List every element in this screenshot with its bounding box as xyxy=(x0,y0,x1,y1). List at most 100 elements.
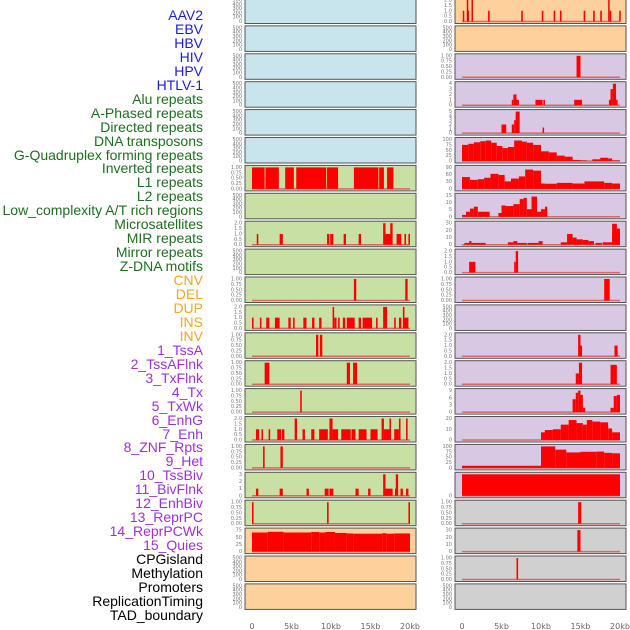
coverage-bar xyxy=(538,241,543,245)
y-tick-label: 300 xyxy=(442,313,452,319)
y-tick-label: 0.00 xyxy=(231,186,242,192)
y-tick-label: 75 xyxy=(236,528,242,534)
panel-background xyxy=(244,499,417,527)
coverage-bar xyxy=(404,317,409,329)
coverage-bar xyxy=(491,142,497,161)
y-tick-label: 0 xyxy=(449,214,452,220)
y-tick-label: 0.25 xyxy=(231,404,242,410)
coverage-bar xyxy=(405,279,408,301)
panel-background xyxy=(454,499,627,527)
coverage-bar xyxy=(505,206,514,217)
coverage-bar xyxy=(467,10,470,22)
coverage-bar xyxy=(396,233,402,245)
y-tick-label: 0.00 xyxy=(441,298,452,304)
coverage-bar xyxy=(324,488,329,496)
coverage-bar xyxy=(283,532,312,552)
coverage-bar xyxy=(330,233,334,245)
track-label: DNA transposons xyxy=(94,132,203,149)
y-tick-label: 100 xyxy=(232,154,242,160)
y-tick-label: 30 xyxy=(446,179,452,185)
coverage-bar xyxy=(610,89,613,106)
coverage-bar xyxy=(576,423,583,440)
coverage-bar xyxy=(385,488,393,496)
coverage-bar xyxy=(266,317,270,329)
y-tick-label: 1 xyxy=(449,126,452,132)
coverage-bar xyxy=(609,10,612,22)
y-tick-label: 0.5 xyxy=(444,376,452,382)
track-label: Promoters xyxy=(138,578,203,595)
y-tick-label: 0.00 xyxy=(231,298,242,304)
right-panel: 0 xyxy=(449,471,627,499)
y-tick-label: 10 xyxy=(446,235,452,241)
coverage-bar xyxy=(498,174,505,189)
panel-background xyxy=(244,388,417,415)
y-tick-label: 25 xyxy=(446,460,452,466)
coverage-bar xyxy=(525,169,534,189)
y-tick-label: 2.0 xyxy=(234,416,242,422)
x-tick-label: 10kb xyxy=(321,622,341,630)
panel-background xyxy=(244,360,417,387)
coverage-bar xyxy=(353,362,358,385)
panel-background xyxy=(244,332,417,359)
coverage-bar xyxy=(376,317,378,329)
y-tick-label: 20 xyxy=(446,228,452,234)
coverage-bar xyxy=(613,395,617,413)
y-tick-label: 1.00 xyxy=(231,332,242,338)
coverage-bar xyxy=(572,183,585,189)
y-tick-label: 400 xyxy=(232,253,242,259)
coverage-bar xyxy=(394,429,399,440)
coverage-bar xyxy=(362,317,373,329)
right-panel: 0.000.250.500.751.00 xyxy=(441,555,627,583)
coverage-bar xyxy=(519,199,524,217)
panel-background xyxy=(244,276,417,303)
track-label: 14_ReprPCWk xyxy=(109,523,203,540)
y-tick-label: 200 xyxy=(232,10,242,16)
right-panel: 0.000.250.500.751.00 xyxy=(441,53,627,81)
y-tick-label: 500 xyxy=(232,583,242,589)
y-tick-label: 100 xyxy=(442,43,452,49)
y-tick-label: 0 xyxy=(239,103,242,109)
coverage-bar xyxy=(353,279,357,301)
panel-background xyxy=(454,109,627,136)
y-tick-label: 400 xyxy=(442,588,452,594)
coverage-bar xyxy=(327,233,330,245)
coverage-bar xyxy=(462,214,466,217)
y-tick-label: 2 xyxy=(449,122,452,128)
left-panel: 0.000.250.500.751.00 xyxy=(231,276,417,304)
y-tick-label: 0.75 xyxy=(231,338,242,344)
coverage-bar xyxy=(334,317,337,329)
coverage-bar xyxy=(498,213,502,217)
coverage-bar xyxy=(592,159,601,161)
coverage-bar xyxy=(332,429,339,440)
y-tick-label: 20 xyxy=(446,416,452,422)
coverage-bar xyxy=(252,502,254,524)
coverage-bar xyxy=(353,533,383,552)
y-tick-label: 0.75 xyxy=(231,282,242,288)
y-tick-label: 300 xyxy=(232,564,242,570)
coverage-bar xyxy=(325,532,335,552)
y-tick-label: 1.5 xyxy=(234,226,242,232)
y-tick-label: 0.5 xyxy=(234,237,242,243)
coverage-bar xyxy=(466,0,469,22)
y-tick-label: 1.00 xyxy=(231,500,242,506)
panel-background xyxy=(454,248,627,276)
y-tick-label: 1.5 xyxy=(444,338,452,344)
y-tick-label: 300 xyxy=(232,62,242,68)
coverage-bar xyxy=(600,10,602,22)
coverage-bar xyxy=(564,156,573,161)
panel-background xyxy=(244,53,417,80)
coverage-bar xyxy=(541,209,545,217)
y-tick-label: 4 xyxy=(449,113,452,119)
y-tick-label: 0 xyxy=(449,326,452,332)
right-panel: 0.000.250.500.751.00 xyxy=(441,499,627,527)
y-tick-label: 100 xyxy=(442,444,452,450)
track-label: 4_Tx xyxy=(171,383,203,400)
coverage-bar xyxy=(541,10,544,22)
y-tick-label: 0 xyxy=(449,438,452,444)
y-tick-label: 20 xyxy=(446,535,452,541)
track-label: HTLV-1 xyxy=(156,76,203,93)
